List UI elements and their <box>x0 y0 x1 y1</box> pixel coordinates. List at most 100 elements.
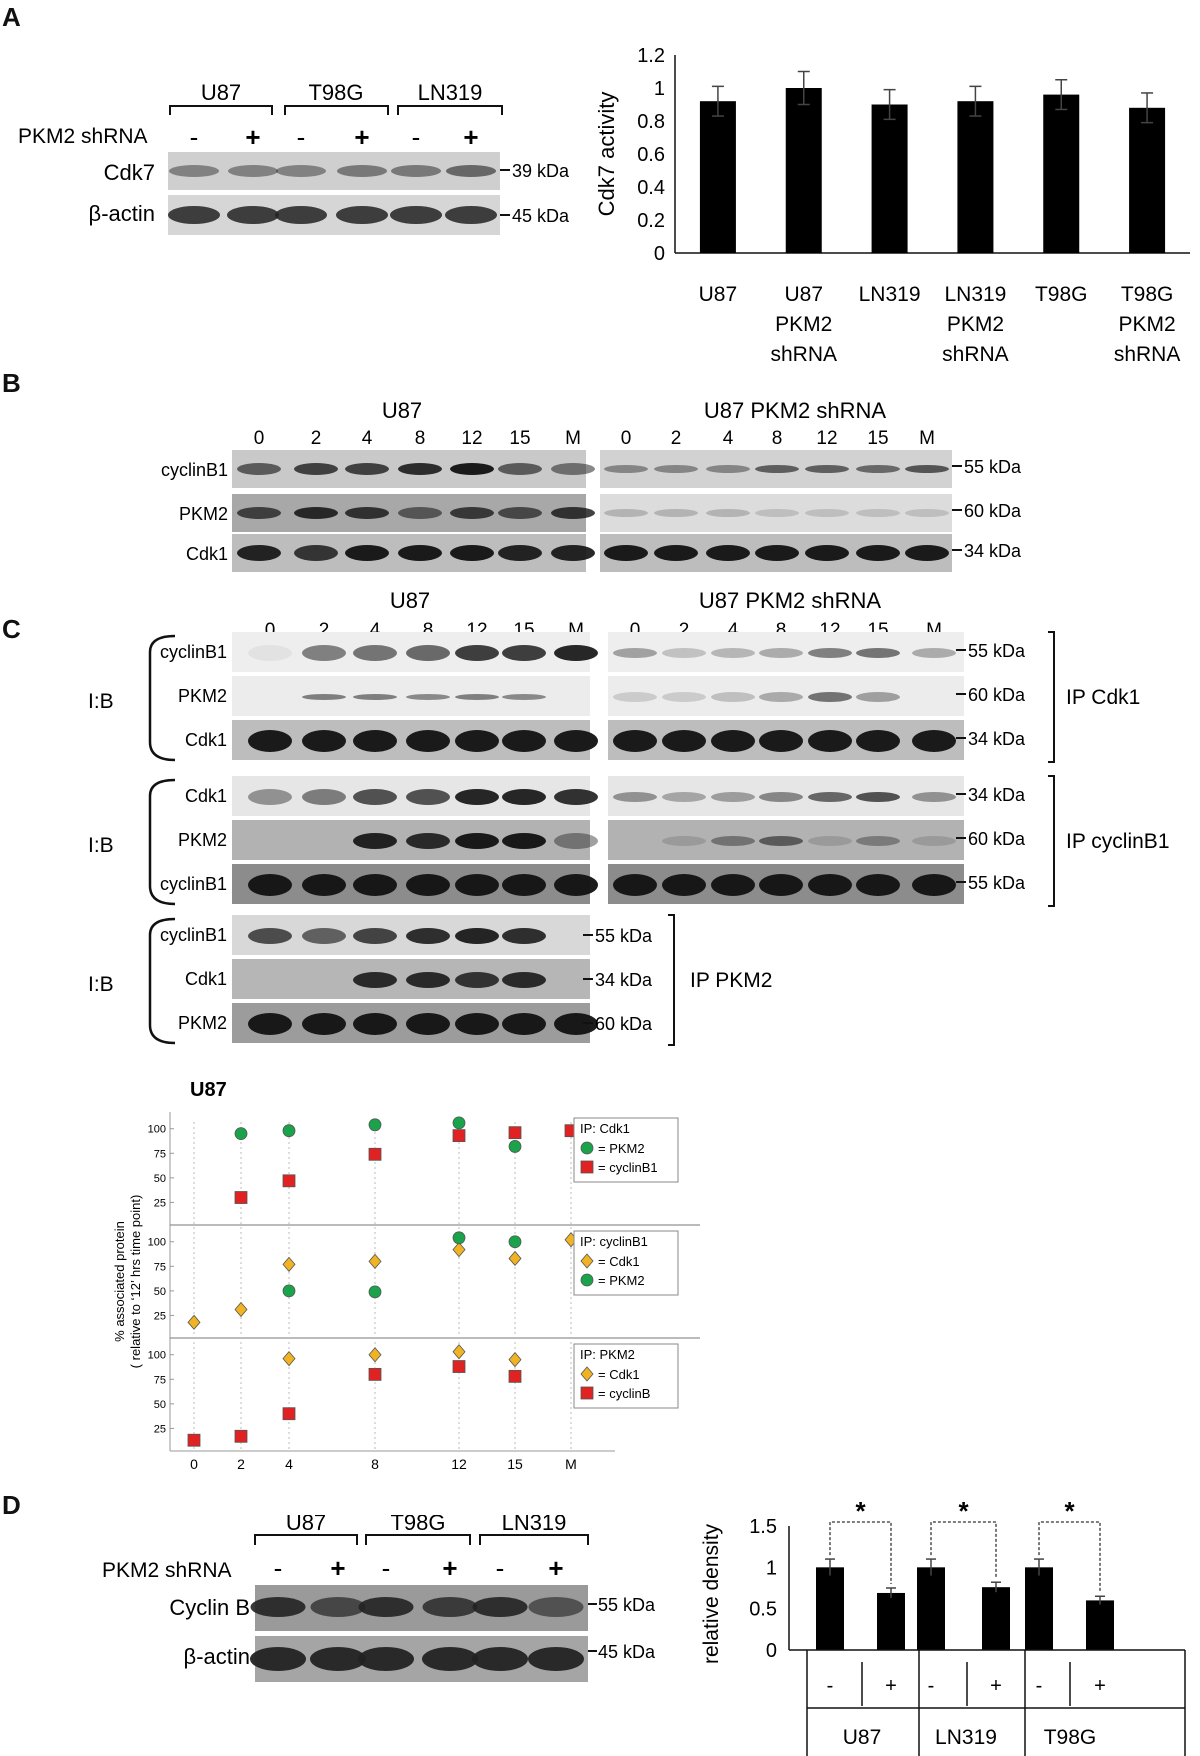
data-point <box>282 1351 296 1367</box>
panel-label-d: D <box>2 1490 21 1520</box>
kda-label: 60 kDa <box>968 829 1026 849</box>
cell-label-ln319: LN319 <box>502 1515 567 1535</box>
bar <box>1129 107 1166 253</box>
group-label: T98G <box>1044 1726 1097 1749</box>
protein-band <box>759 836 803 846</box>
data-point <box>452 1116 466 1130</box>
protein-band <box>912 730 956 752</box>
protein-band <box>455 789 499 805</box>
x-tick-label: T98G <box>1035 283 1088 306</box>
protein-band <box>706 509 750 517</box>
row-label-beta-actin: β-actin <box>184 1644 250 1669</box>
row-label: cyclinB1 <box>161 460 228 480</box>
kda-label: 45 kDa <box>512 206 570 226</box>
row-label-cyclin-b: Cyclin B <box>169 1595 250 1620</box>
protein-band <box>759 692 803 702</box>
timepoint-label: 0 <box>630 620 641 641</box>
protein-band <box>353 928 397 944</box>
cell-label-t98g: T98G <box>308 80 363 105</box>
protein-band <box>856 874 900 896</box>
timepoint-label: 0 <box>254 428 265 449</box>
protein-band <box>912 648 956 658</box>
row-label: PKM2 <box>178 686 227 706</box>
x-tick-label: - <box>1036 1675 1043 1697</box>
protein-band <box>455 928 499 944</box>
protein-band <box>446 165 496 177</box>
protein-band <box>662 648 706 658</box>
blot-strip-cdk7 <box>168 152 500 190</box>
blot-strip <box>608 676 964 716</box>
blot-strip <box>232 676 590 716</box>
panel-b-right-title: U87 PKM2 shRNA <box>704 398 887 423</box>
protein-band <box>662 692 706 702</box>
shrna-label: PKM2 shRNA <box>102 1559 232 1582</box>
row-label: Cdk1 <box>185 730 227 750</box>
data-point <box>368 1253 382 1270</box>
protein-band <box>856 509 900 517</box>
data-point <box>187 1314 201 1330</box>
data-point <box>580 1386 594 1400</box>
y-tick-label: 0.8 <box>637 111 665 133</box>
cdk7-activity-bar-chart: 0 0.2 0.4 0.6 0.8 1 1.2 Cdk7 activity U87 U87 PKM2… <box>594 45 1190 366</box>
row-label-cdk7: Cdk7 <box>104 160 155 185</box>
protein-band <box>406 833 450 849</box>
protein-band <box>248 789 292 805</box>
cell-line-brackets <box>169 105 503 115</box>
y-tick-label: 25 <box>154 1310 166 1322</box>
timepoint-label: 8 <box>776 620 787 641</box>
sign: + <box>245 122 260 152</box>
kda-label: 55 kDa <box>968 873 1026 893</box>
data-point <box>508 1140 522 1153</box>
protein-band <box>302 694 346 700</box>
protein-band <box>755 509 799 517</box>
band-set <box>169 165 496 177</box>
protein-band <box>450 463 494 475</box>
sign-row: - + - + - + <box>274 1553 564 1583</box>
protein-band <box>662 874 706 896</box>
x-tick-label: PKM2 <box>775 313 832 336</box>
protein-band <box>358 1597 414 1617</box>
ib-bracket <box>148 778 176 906</box>
protein-band <box>422 1597 478 1617</box>
scatter-title: U87 <box>190 1079 227 1101</box>
protein-band <box>808 692 852 702</box>
ib-bracket <box>148 917 176 1045</box>
protein-band <box>169 165 219 177</box>
protein-band <box>662 730 706 752</box>
ib-label: I:B <box>88 690 114 713</box>
panel-b-western-blot: U87 U87 PKM2 shRNA 0 0 2 2 4 4 8 8 12 12 15 15 M M cy… <box>161 398 1022 572</box>
ip-bracket <box>1048 775 1055 907</box>
panel-d-western-blot: U87 T98G LN319 PKM2 shRNA - + - + - + Cy… <box>102 1515 656 1682</box>
protein-band <box>502 694 546 700</box>
timepoint-label: 2 <box>671 428 682 449</box>
protein-band <box>398 545 442 561</box>
bar <box>917 1567 945 1650</box>
protein-band <box>302 928 346 944</box>
y-tick-label: 0.2 <box>637 210 665 232</box>
data-point <box>368 1367 382 1381</box>
bar <box>699 101 736 253</box>
protein-band <box>654 465 698 473</box>
protein-band <box>502 874 546 896</box>
row-label: cyclinB1 <box>160 925 227 945</box>
x-tick-label: T98G <box>1121 283 1174 306</box>
protein-band <box>455 972 499 988</box>
ip-bracket <box>1048 631 1055 763</box>
data-point <box>234 1127 248 1141</box>
timepoint-label: 2 <box>311 428 322 449</box>
protein-band <box>551 507 595 519</box>
ip-label: IP Cdk1 <box>1066 686 1140 709</box>
row-label: cyclinB1 <box>160 642 227 662</box>
ip-label: IP PKM2 <box>690 969 772 992</box>
x-tick-label: - <box>928 1675 935 1697</box>
timepoint-label: 15 <box>509 428 530 449</box>
x-tick-label: shRNA <box>1114 343 1181 366</box>
shrna-label: PKM2 shRNA <box>18 125 148 148</box>
protein-band <box>662 836 706 846</box>
x-tick-label: U87 <box>699 283 738 306</box>
data-point <box>580 1160 594 1174</box>
x-tick-label: shRNA <box>770 343 837 366</box>
row-label: Cdk1 <box>185 969 227 989</box>
x-tick-label: shRNA <box>942 343 1009 366</box>
kda-label: 60 kDa <box>595 1014 653 1034</box>
